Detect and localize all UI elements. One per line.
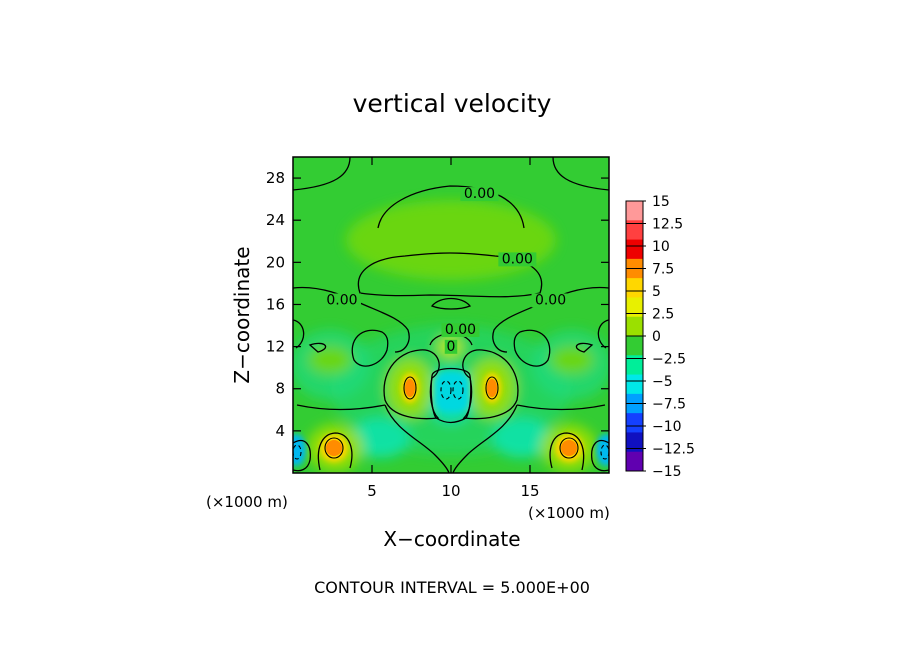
x-tick-label: 15 [520, 482, 539, 500]
colorbar-level-label: −2.5 [652, 352, 686, 368]
colorbar-swatch [626, 201, 643, 221]
colorbar-level-label: −5 [652, 374, 673, 390]
y-axis-unit: (×1000 m) [206, 493, 288, 511]
contour-label: 0.00 [535, 292, 566, 308]
colorbar-swatch [626, 451, 643, 472]
contour-interval-note: CONTOUR INTERVAL = 5.000E+00 [314, 578, 590, 597]
contour-label: 0 [447, 339, 456, 355]
colorbar-swatch [626, 374, 643, 395]
contour-label-layer: 0.000.000.00 0.000.000 [322, 186, 570, 355]
colorbar-swatch [626, 239, 643, 260]
colorbar-level-label: 5 [652, 284, 661, 300]
contour-label-backdrop [498, 252, 537, 267]
colorbar-swatch [626, 336, 643, 356]
colorbar-level-label: 7.5 [652, 262, 674, 278]
colorbar-level-label: 10 [652, 239, 670, 255]
colorbar: 15 12.5 10 7.5 5 2.5 0 −2.5 −5 −7.5 −10 −12.5 −15 [625, 194, 695, 480]
colorbar-swatch [626, 220, 643, 241]
tick-layer: 5 10 15 4 8 12 16 20 24 28 [266, 157, 609, 500]
colorbar-swatch [626, 278, 643, 298]
contour-lines-inner [324, 376, 579, 459]
contour-label: 0.00 [464, 186, 495, 202]
y-tick-label: 16 [266, 295, 285, 313]
colorbar-level-label: 2.5 [652, 307, 674, 323]
colorbar-level-label: 0 [652, 329, 661, 345]
contour-lines [293, 157, 609, 473]
colorbar-level-label: −7.5 [652, 397, 686, 413]
y-tick-label: 24 [266, 211, 285, 229]
contour-label: 0.00 [445, 322, 476, 338]
colorbar-swatch [626, 297, 643, 318]
y-tick-label: 28 [266, 169, 285, 187]
y-axis-label: Z−coordinate [230, 246, 254, 383]
colorbar-swatch [626, 432, 643, 453]
contour-label: 0.00 [502, 251, 533, 267]
colorbar-swatch [626, 355, 643, 376]
contour-label-backdrop [441, 322, 480, 337]
contour-label: 0.00 [326, 292, 357, 308]
x-axis-label: X−coordinate [383, 527, 520, 551]
x-tick-label: 5 [367, 482, 377, 500]
contour-label-backdrop [322, 293, 361, 308]
contour-label-backdrop [444, 339, 458, 354]
y-tick-label: 4 [275, 422, 285, 440]
colorbar-level-label: −12.5 [652, 442, 695, 458]
x-tick-label: 10 [441, 482, 460, 500]
colorbar-swatch [626, 413, 643, 433]
colorbar-level-label: 12.5 [652, 217, 683, 233]
chart-title: vertical velocity [353, 89, 552, 118]
contour-label-backdrop [460, 187, 499, 202]
colorbar-level-label: −15 [652, 464, 682, 480]
y-tick-label: 8 [275, 380, 285, 398]
colorbar-swatch [626, 316, 643, 337]
contour-lines-negative [293, 380, 609, 460]
y-tick-label: 12 [266, 338, 285, 356]
y-tick-label: 20 [266, 253, 285, 271]
colorbar-level-label: −10 [652, 419, 682, 435]
updraft-centres [326, 379, 577, 456]
colorbar-level-label: 15 [652, 194, 670, 210]
x-axis-unit: (×1000 m) [528, 504, 610, 522]
contour-label-backdrop [531, 293, 570, 308]
